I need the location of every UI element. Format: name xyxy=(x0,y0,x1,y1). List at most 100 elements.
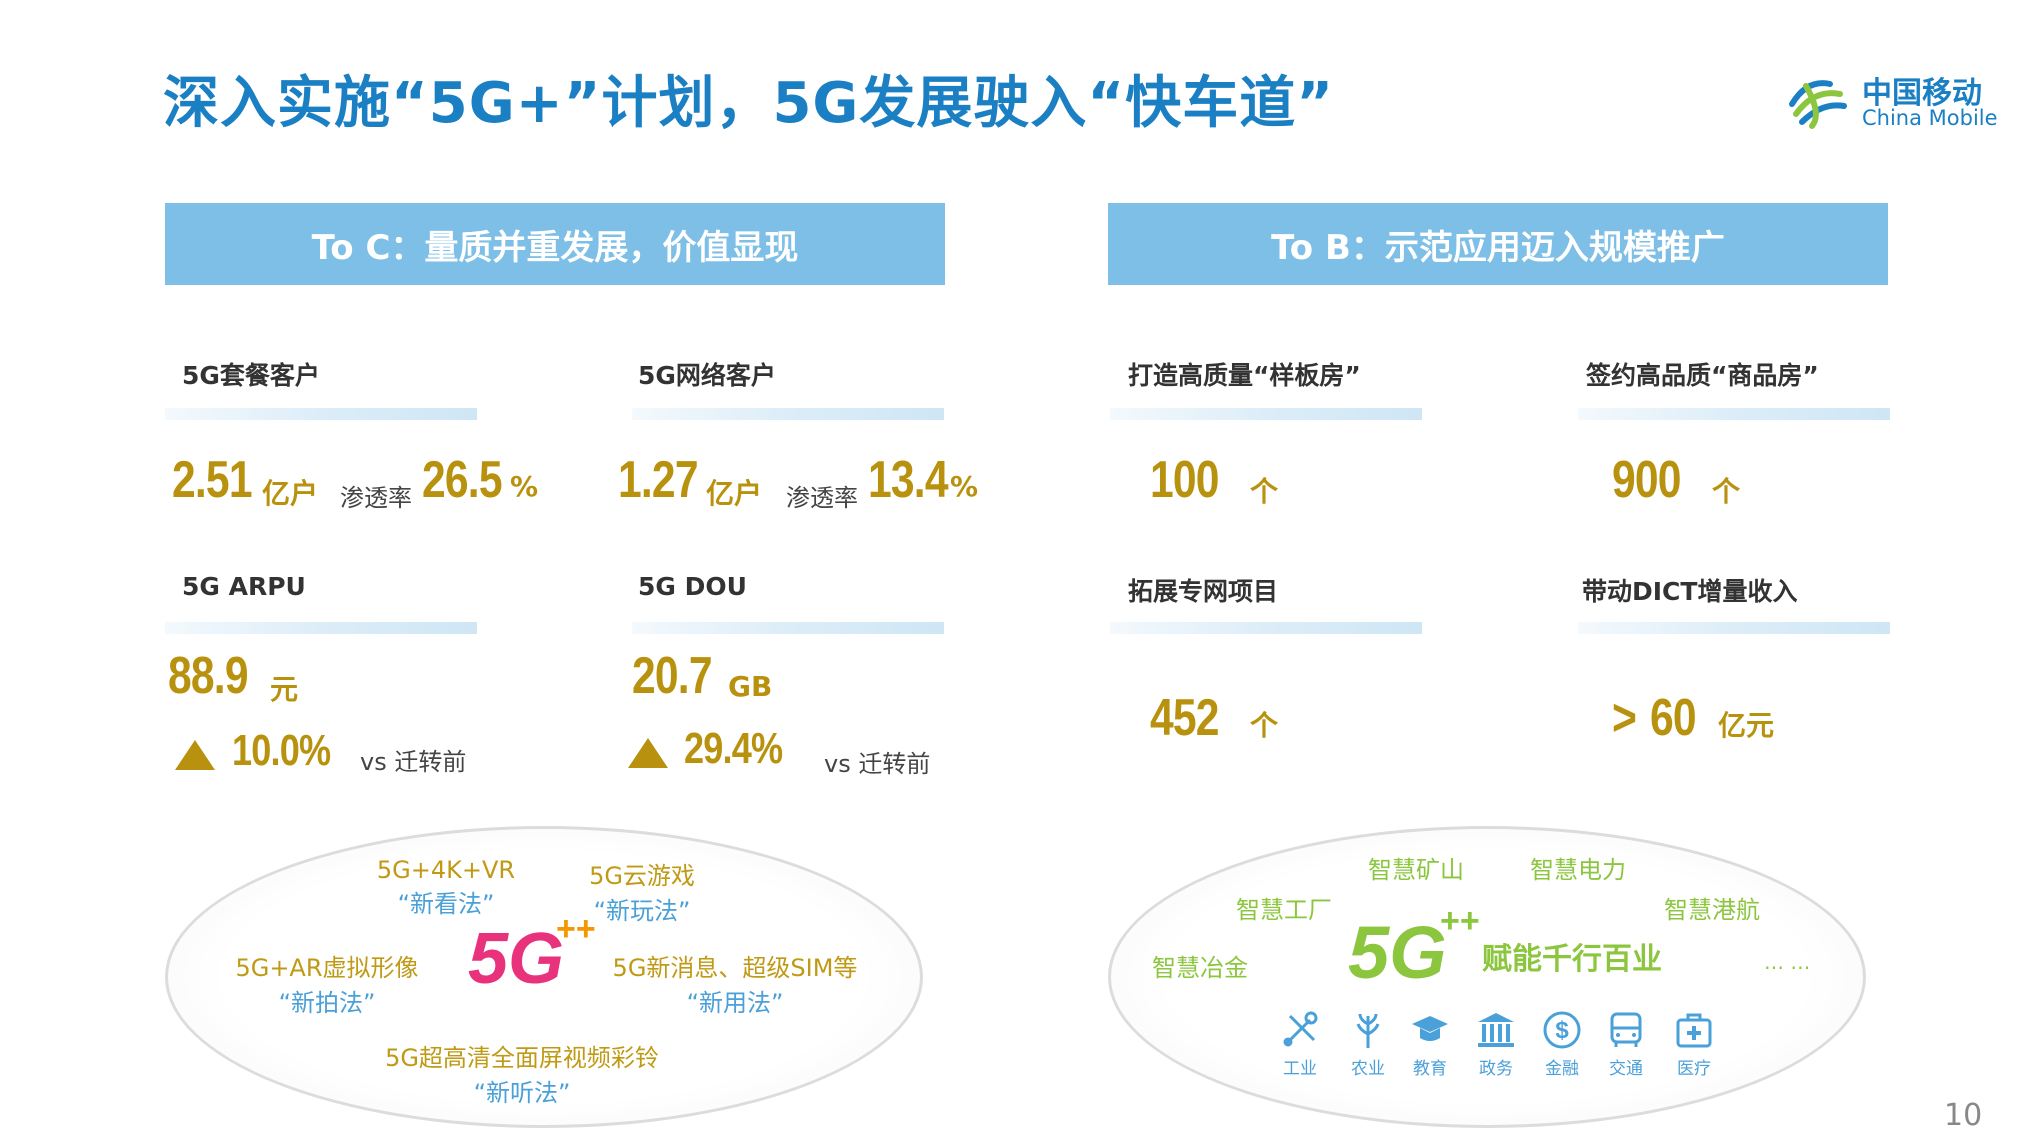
graduation-cap-icon xyxy=(1412,1016,1448,1041)
app-item: 5G+AR虚拟形像 “新拍法” xyxy=(222,948,432,1018)
plus-plus-icon: ++ xyxy=(556,910,596,948)
metric-value: 452 xyxy=(1150,689,1220,747)
metric-value: 100 xyxy=(1150,451,1220,509)
app-item-title: 5G新消息、超级SIM等 xyxy=(612,954,858,982)
label-underline xyxy=(165,622,477,634)
metric-label: 5G DOU xyxy=(638,572,747,601)
wheat-icon xyxy=(1356,1013,1380,1048)
app-item-title: 5G超高清全面屏视频彩铃 xyxy=(385,1044,659,1072)
increase-triangle-icon xyxy=(628,738,668,768)
more-ellipsis: … … xyxy=(1764,950,1811,974)
metric-value: 2.51 xyxy=(172,451,253,509)
metric-unit: 亿户 xyxy=(262,477,319,510)
industry-label: 金融 xyxy=(1545,1059,1579,1079)
china-mobile-logo: 中国移动 China Mobile xyxy=(1782,64,2012,140)
app-item-subtitle: “新玩法” xyxy=(593,897,691,925)
industry-label: 政务 xyxy=(1479,1059,1513,1079)
rate-unit: % xyxy=(950,470,979,503)
logo-english-text: China Mobile xyxy=(1862,106,1998,130)
5g-logo-text: 5G xyxy=(1348,911,1447,994)
rate-value: 26.5 xyxy=(422,451,503,509)
metric-label: 签约高品质“商品房” xyxy=(1586,361,1819,390)
app-item: 5G云游戏 “新玩法” xyxy=(542,856,742,926)
app-item: 5G+4K+VR “新看法” xyxy=(346,856,546,919)
industry-label: 教育 xyxy=(1413,1059,1447,1079)
app-item-title: 5G云游戏 xyxy=(589,862,695,890)
app-item-title: 5G+AR虚拟形像 xyxy=(235,954,419,982)
label-underline xyxy=(632,622,944,634)
metric-label: 打造高质量“样板房” xyxy=(1128,361,1361,390)
industry-label: 医疗 xyxy=(1677,1059,1711,1079)
increase-triangle-icon xyxy=(175,740,215,770)
5g-plus-logo: 5G ++ xyxy=(468,910,596,1008)
metric-prefix: > xyxy=(1612,689,1637,747)
enable-slogan: 赋能千行百业 xyxy=(1482,942,1662,977)
app-item-subtitle: “新拍法” xyxy=(278,989,376,1017)
industry-item: 政务 xyxy=(1466,1010,1526,1079)
scenario-label: 智慧冶金 xyxy=(1152,954,1248,982)
medical-kit-icon xyxy=(1676,1013,1712,1048)
scenario-label: 智慧电力 xyxy=(1530,856,1626,884)
rate-label: 渗透率 xyxy=(340,484,412,512)
industry-item: 教育 xyxy=(1400,1010,1460,1079)
metric-value: 1.27 xyxy=(618,451,699,509)
app-item: 5G超高清全面屏视频彩铃 “新听法” xyxy=(372,1038,672,1108)
scenario-label: 智慧矿山 xyxy=(1368,856,1464,884)
change-value: 10.0% xyxy=(232,726,331,775)
metric-label: 5G套餐客户 xyxy=(182,361,320,390)
app-item-title: 5G+4K+VR xyxy=(376,856,516,884)
page-title: 深入实施“5G+”计划，5G发展驶入“快车道” xyxy=(163,71,1334,136)
label-underline xyxy=(632,408,944,420)
metric-unit: 个 xyxy=(1712,475,1741,508)
government-building-icon xyxy=(1478,1013,1514,1047)
logo-chinese-text: 中国移动 xyxy=(1862,76,1982,111)
bus-icon xyxy=(1610,1012,1642,1047)
industry-item: 医疗 xyxy=(1664,1010,1724,1079)
metric-label: 5G ARPU xyxy=(182,572,306,601)
industry-label: 工业 xyxy=(1283,1059,1317,1079)
metric-label: 5G网络客户 xyxy=(638,361,776,390)
app-item-subtitle: “新听法” xyxy=(473,1079,571,1107)
scenario-label: 智慧港航 xyxy=(1664,896,1760,924)
metric-label: 拓展专网项目 xyxy=(1128,577,1279,606)
industry-item: $ 金融 xyxy=(1532,1010,1592,1079)
change-value: 29.4% xyxy=(684,724,783,773)
tools-icon xyxy=(1283,1011,1318,1047)
metric-unit: 亿元 xyxy=(1718,709,1775,742)
metric-label: 带动DICT增量收入 xyxy=(1582,577,1798,606)
metric-value: 900 xyxy=(1612,451,1682,509)
app-item-subtitle: “新看法” xyxy=(397,890,495,918)
metric-unit: 亿户 xyxy=(706,477,763,510)
plus-plus-icon: ++ xyxy=(1440,902,1480,940)
metric-unit: 元 xyxy=(270,673,299,706)
dollar-coin-icon: $ xyxy=(1543,1011,1581,1049)
industry-item: 农业 xyxy=(1338,1010,1398,1079)
metric-unit: 个 xyxy=(1250,475,1279,508)
compare-text: vs 迁转前 xyxy=(824,750,931,778)
metric-unit: GB xyxy=(728,670,773,703)
label-underline xyxy=(1110,622,1422,634)
metric-value: 88.9 xyxy=(168,647,249,705)
compare-text: vs 迁转前 xyxy=(360,748,467,776)
label-underline xyxy=(1578,408,1890,420)
label-underline xyxy=(1110,408,1422,420)
to-c-applications-ellipse xyxy=(165,826,923,1128)
app-item-subtitle: “新用法” xyxy=(686,989,784,1017)
rate-value: 13.4 xyxy=(868,451,949,509)
rate-unit: % xyxy=(510,470,539,503)
svg-text:$: $ xyxy=(1555,1017,1569,1044)
metric-unit: 个 xyxy=(1250,709,1279,742)
industry-label: 农业 xyxy=(1351,1059,1385,1079)
rate-label: 渗透率 xyxy=(786,484,858,512)
industry-item: 工业 xyxy=(1270,1010,1330,1079)
app-item: 5G新消息、超级SIM等 “新用法” xyxy=(600,948,870,1018)
metric-value: 20.7 xyxy=(632,647,713,705)
scenario-label: 智慧工厂 xyxy=(1236,896,1332,924)
to-b-industries-ellipse xyxy=(1108,826,1866,1128)
5g-plus-green-logo: 5G ++ xyxy=(1348,902,1488,1006)
china-mobile-logo-icon xyxy=(1789,80,1847,129)
metric-value: 60 xyxy=(1650,689,1697,747)
5g-logo-text: 5G xyxy=(468,919,565,999)
industry-label: 交通 xyxy=(1609,1059,1643,1079)
to-b-banner: To B：示范应用迈入规模推广 xyxy=(1108,203,1888,285)
